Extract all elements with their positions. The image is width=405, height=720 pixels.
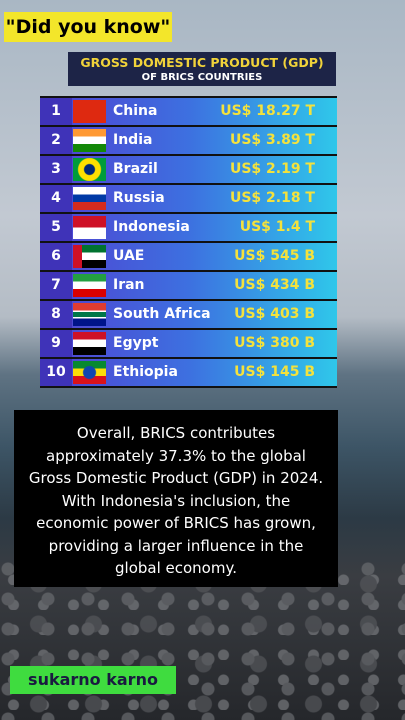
country: India — [113, 132, 153, 148]
rank: 6 — [40, 243, 72, 270]
country: Iran — [113, 277, 145, 293]
rank: 3 — [40, 156, 72, 183]
country: Egypt — [113, 335, 159, 351]
table-row: 8 South Africa US$ 403 B — [40, 301, 337, 328]
country: Russia — [113, 190, 165, 206]
gdp-value: US$ 18.27 T — [220, 103, 315, 119]
table-row: 2 India US$ 3.89 T — [40, 127, 337, 154]
flag — [73, 361, 106, 384]
gdp-value: US$ 2.19 T — [229, 161, 315, 177]
flag — [73, 274, 106, 297]
gdp-value: US$ 545 B — [234, 248, 315, 264]
country: Ethiopia — [113, 364, 178, 380]
gdp-value: US$ 145 B — [234, 364, 315, 380]
country: South Africa — [113, 306, 211, 322]
gdp-value: US$ 1.4 T — [239, 219, 315, 235]
header: GROSS DOMESTIC PRODUCT (GDP) OF BRICS CO… — [68, 52, 336, 86]
rank: 10 — [40, 359, 72, 386]
country: Brazil — [113, 161, 158, 177]
flag — [73, 129, 106, 152]
table-row: 1 China US$ 18.27 T — [40, 98, 337, 125]
gdp-value: US$ 3.89 T — [229, 132, 315, 148]
author: sukarno karno — [10, 666, 176, 694]
table-row: 10 Ethiopia US$ 145 B — [40, 359, 337, 386]
flag — [73, 332, 106, 355]
badge: "Did you know" — [4, 12, 172, 42]
country: UAE — [113, 248, 145, 264]
table-row: 4 Russia US$ 2.18 T — [40, 185, 337, 212]
rank: 5 — [40, 214, 72, 241]
gdp-table: 1 China US$ 18.27 T 2 India US$ 3.89 T 3 Brazil… — [40, 96, 337, 388]
rank: 1 — [40, 98, 72, 125]
table-row: 6 UAE US$ 545 B — [40, 243, 337, 270]
table-row: 9 Egypt US$ 380 B — [40, 330, 337, 357]
rank: 4 — [40, 185, 72, 212]
flag — [73, 100, 106, 123]
flag — [73, 187, 106, 210]
flag — [73, 245, 106, 268]
country: China — [113, 103, 158, 119]
gdp-value: US$ 380 B — [234, 335, 315, 351]
flag — [73, 158, 106, 181]
paragraph: Overall, BRICS contributes approximately… — [14, 410, 338, 587]
table-row: 7 Iran US$ 434 B — [40, 272, 337, 299]
table-row: 5 Indonesia US$ 1.4 T — [40, 214, 337, 241]
country: Indonesia — [113, 219, 190, 235]
rank: 7 — [40, 272, 72, 299]
gdp-value: US$ 434 B — [234, 277, 315, 293]
header-title: GROSS DOMESTIC PRODUCT (GDP) — [80, 55, 324, 70]
rank: 8 — [40, 301, 72, 328]
rank: 2 — [40, 127, 72, 154]
flag — [73, 216, 106, 239]
rank: 9 — [40, 330, 72, 357]
header-subtitle: OF BRICS COUNTRIES — [141, 72, 263, 83]
gdp-value: US$ 2.18 T — [229, 190, 315, 206]
flag — [73, 303, 106, 326]
table-row: 3 Brazil US$ 2.19 T — [40, 156, 337, 183]
gdp-value: US$ 403 B — [234, 306, 315, 322]
